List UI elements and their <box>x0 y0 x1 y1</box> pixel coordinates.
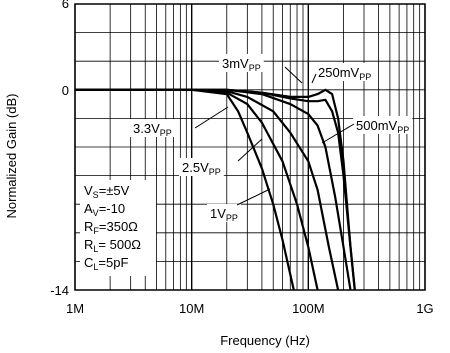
annotation-leader <box>321 123 355 144</box>
condition-line: RF=350Ω <box>84 219 138 236</box>
annotation-background <box>130 119 175 137</box>
x-axis-label: Frequency (Hz) <box>220 333 310 348</box>
curve-label: 1VPP <box>210 206 238 223</box>
condition-value: = 500Ω <box>98 237 141 252</box>
condition-subscript: L <box>93 244 98 254</box>
x-tick-label: 100M <box>292 301 325 316</box>
x-tick-label: 10M <box>179 301 204 316</box>
condition-line: CL=5pF <box>84 255 128 272</box>
annotation-background <box>353 116 413 134</box>
condition-symbol: V <box>84 183 93 198</box>
curve-label-subscript: PP <box>160 128 172 138</box>
condition-value: =350Ω <box>99 219 138 234</box>
annotation-leader <box>237 138 263 162</box>
curve-label-subscript: PP <box>209 167 221 177</box>
y-tick-label: 0 <box>62 83 69 98</box>
plot-frame <box>74 3 426 291</box>
x-tick-label: 1M <box>66 301 84 316</box>
annotation-background <box>219 54 264 72</box>
annotation-background <box>315 63 375 81</box>
grid <box>74 3 426 291</box>
curve-label-main: 250mV <box>318 65 360 80</box>
condition-subscript: F <box>93 226 99 236</box>
curve-label: 3.3VPP <box>133 121 172 138</box>
curve-label-subscript: PP <box>359 72 371 82</box>
condition-value: =±5V <box>99 183 130 198</box>
condition-symbol: C <box>84 255 93 270</box>
condition-subscript: V <box>93 208 99 218</box>
annotation-background <box>207 204 241 222</box>
annotation-background <box>179 158 224 176</box>
curve-label: 250mVPP <box>318 65 371 82</box>
curve-label-subscript: PP <box>249 63 261 73</box>
curve-label-subscript: PP <box>397 125 409 135</box>
condition-line: VS=±5V <box>84 183 130 200</box>
curve-label-main: 500mV <box>356 118 398 133</box>
series-line <box>75 88 295 291</box>
condition-subscript: L <box>93 262 98 272</box>
curve-label-main: 2.5V <box>182 160 209 175</box>
annotation-leader <box>194 106 229 129</box>
x-tick-label: 1G <box>416 301 433 316</box>
curve-label-subscript: PP <box>226 213 238 223</box>
condition-line: RL= 500Ω <box>84 237 141 254</box>
x-tick-labels: 1M 10M 100M 1G <box>66 301 434 316</box>
y-axis-label: Normalized Gain (dB) <box>4 94 19 219</box>
curve-label-main: 1V <box>210 206 226 221</box>
series-group <box>75 88 356 291</box>
condition-symbol: R <box>84 237 93 252</box>
curve-label: 3mVPP <box>222 56 261 73</box>
curve-label: 2.5VPP <box>182 160 221 177</box>
curve-label: 500mVPP <box>356 118 409 135</box>
annotation-leader <box>311 73 317 84</box>
curve-label-main: 3mV <box>222 56 249 71</box>
annotation-leader <box>284 66 303 84</box>
conditions-background <box>80 180 156 276</box>
curve-label-main: 3.3V <box>133 121 160 136</box>
y-tick-label: 6 <box>62 0 69 11</box>
condition-symbol: R <box>84 219 93 234</box>
annotation-leader <box>236 188 271 206</box>
condition-value: =5pF <box>98 255 128 270</box>
condition-line: AV=-10 <box>84 201 125 218</box>
condition-symbol: A <box>84 201 93 216</box>
y-tick-label: -14 <box>50 283 69 298</box>
y-tick-labels: 6 0 -14 <box>50 0 69 298</box>
condition-value: =-10 <box>99 201 125 216</box>
condition-subscript: S <box>93 190 99 200</box>
